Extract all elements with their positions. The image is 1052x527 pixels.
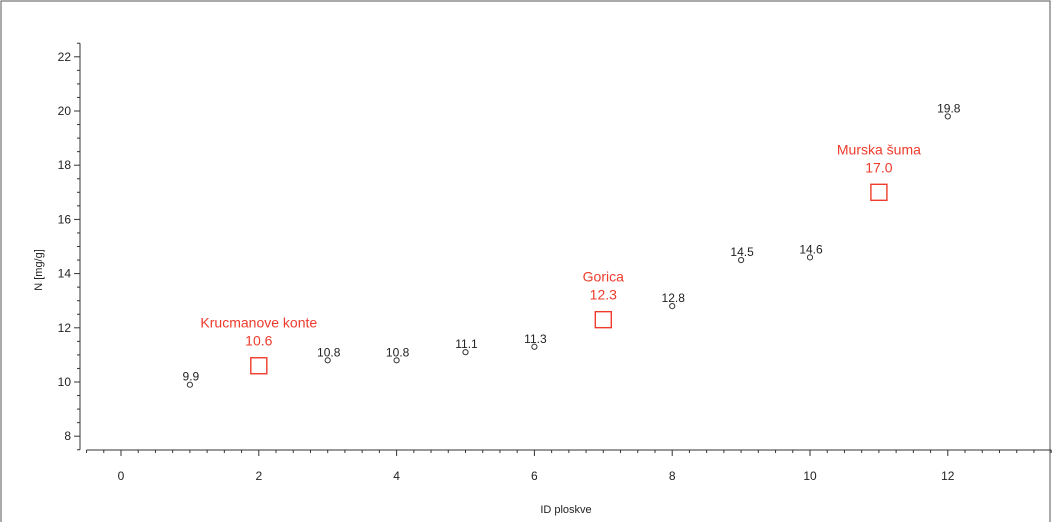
data-point-circle bbox=[324, 357, 331, 364]
data-point-label: 11.3 bbox=[524, 332, 547, 346]
data-point-circle bbox=[669, 303, 676, 310]
y-tick-label: 22 bbox=[58, 50, 72, 64]
y-tick-label: 12 bbox=[58, 321, 72, 335]
data-point-label: 10.8 bbox=[386, 345, 410, 359]
data-point-label: 19.8 bbox=[937, 101, 961, 115]
data-point-circle bbox=[462, 349, 469, 356]
y-axis: 8 10 12 14 16 18 20 22 bbox=[58, 42, 81, 451]
y-tick-label: 20 bbox=[58, 104, 72, 118]
x-tick-label: 2 bbox=[255, 469, 262, 483]
highlight-value-label: 17.0 bbox=[865, 159, 892, 175]
x-tick-label: 8 bbox=[669, 469, 676, 483]
x-tick-label: 4 bbox=[393, 469, 400, 483]
data-point-label: 14.6 bbox=[799, 242, 823, 256]
data-point-circle bbox=[531, 343, 538, 350]
highlight-square bbox=[594, 310, 612, 329]
highlight-site-name: Gorica bbox=[583, 269, 624, 285]
data-point-label: 10.8 bbox=[317, 345, 341, 359]
x-axis: 0 2 4 6 8 10 12 bbox=[86, 449, 1052, 483]
highlight-square bbox=[250, 357, 268, 375]
data-point-label: 9.9 bbox=[183, 370, 200, 384]
x-tick-label: 10 bbox=[803, 469, 817, 483]
x-axis-title: ID ploskve bbox=[540, 504, 591, 516]
data-point-label: 11.1 bbox=[455, 337, 478, 351]
highlight-site-name: Murska šuma bbox=[837, 141, 921, 157]
highlight-value-label: 10.6 bbox=[245, 333, 272, 349]
data-point-circle bbox=[393, 357, 400, 364]
y-tick-label: 16 bbox=[58, 212, 72, 226]
highlight-site-name: Krucmanove konte bbox=[200, 315, 317, 331]
data-points: 9.9 10.8 10.8 11.1 11.3 12.8 14.5 14.6 19.8 10.6 K… bbox=[183, 101, 961, 388]
x-tick-label: 12 bbox=[941, 469, 955, 483]
data-point-circle bbox=[186, 381, 193, 388]
y-tick-label: 10 bbox=[58, 375, 72, 389]
data-point-circle bbox=[738, 256, 745, 264]
x-tick-label: 6 bbox=[531, 469, 538, 483]
highlight-value-label: 12.3 bbox=[590, 287, 617, 303]
y-tick-label: 8 bbox=[64, 429, 71, 443]
y-axis-title: N [mg/g] bbox=[33, 249, 45, 291]
data-point-label: 12.8 bbox=[662, 291, 686, 305]
data-point-label: 14.5 bbox=[730, 245, 754, 259]
y-tick-label: 18 bbox=[58, 158, 72, 172]
data-point-circle bbox=[944, 113, 951, 120]
data-point-circle bbox=[806, 254, 814, 261]
highlight-square bbox=[870, 183, 888, 202]
y-tick-label: 14 bbox=[58, 267, 72, 281]
x-tick-label: 0 bbox=[118, 469, 125, 483]
